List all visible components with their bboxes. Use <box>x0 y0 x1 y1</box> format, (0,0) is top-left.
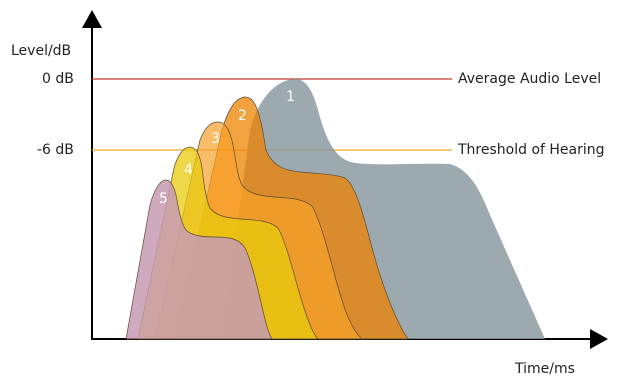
curve-3-label: 3 <box>211 131 220 147</box>
curve-1-label: 1 <box>286 89 295 105</box>
x-axis-arrowhead <box>590 329 608 349</box>
y-tick-minus-6-db: -6 dB <box>37 142 74 158</box>
average-audio-level-label: Average Audio Level <box>458 71 602 87</box>
y-axis-arrowhead <box>82 10 102 28</box>
y-tick-0-db: 0 dB <box>42 71 74 87</box>
x-axis-label: Time/ms <box>515 361 575 377</box>
y-axis-label: Level/dB <box>11 43 72 59</box>
threshold-of-hearing-label: Threshold of Hearing <box>458 142 605 158</box>
curve-5-label: 5 <box>159 191 168 207</box>
curve-2-label: 2 <box>238 108 247 124</box>
curve-4-label: 4 <box>184 162 193 178</box>
curve-5 <box>125 179 273 340</box>
